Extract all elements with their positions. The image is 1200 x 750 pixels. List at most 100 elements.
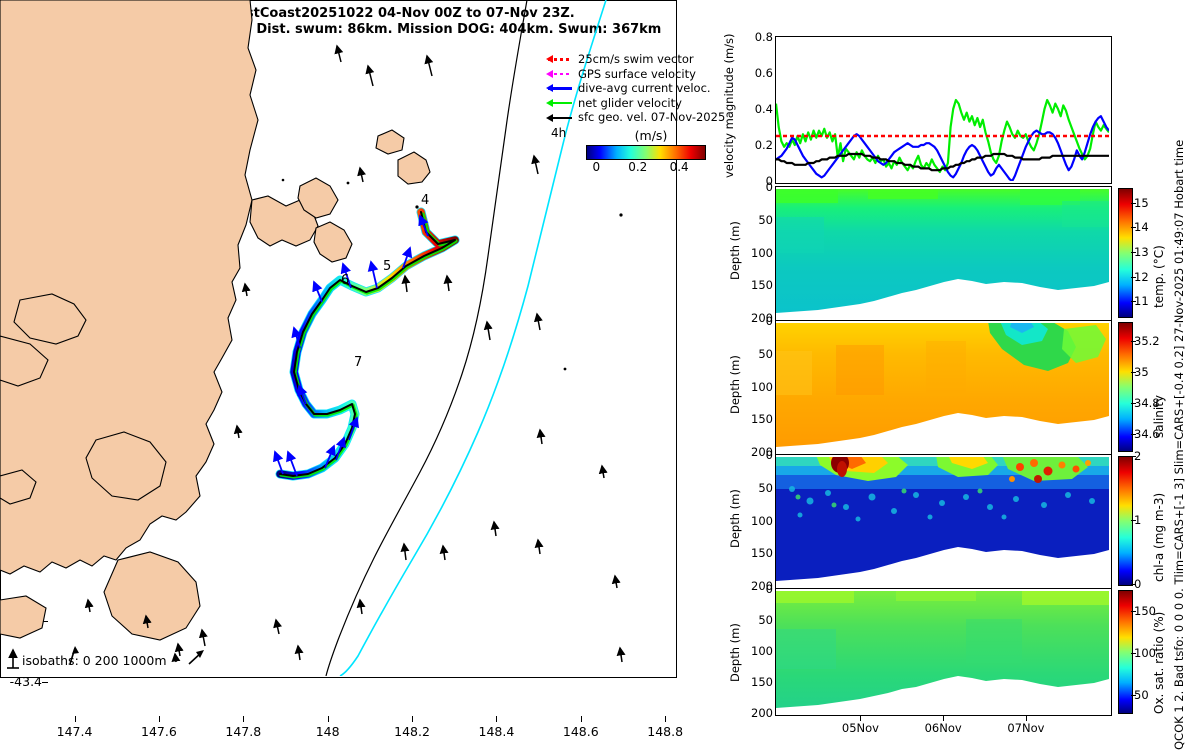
isobath-1000m [339,0,607,676]
salinity-section-panel[interactable] [775,320,1112,455]
map-colorbar-tick: 0.4 [669,160,689,174]
depth-tick-label: 0 [765,448,773,462]
date-tick [1025,716,1027,721]
temperature-section-panel[interactable] [775,186,1112,321]
depth-tick-label: 50 [758,346,773,361]
colorbar-tick-label: 14 [1134,220,1149,235]
map-colorbar-tick: 0.2 [628,160,648,174]
land-polygon [0,0,431,641]
lon-tick [243,716,245,722]
temperature-depth-ticks: 0 50 100 150 200 [735,180,775,325]
velocity-series [776,98,1110,174]
legend-item: 25cm/s swim vector [546,52,721,67]
map-colorbar [586,145,706,160]
legend-label: sfc geo. vel. 07-Nov-2025 [578,110,726,125]
chla-section [776,455,1109,586]
colorbar-tick-label: 1 [1134,513,1142,527]
oxygen-section [776,589,1109,713]
colorbar-tick-label: 13 [1134,245,1149,259]
depth-tick-label: 0 [765,582,773,596]
lon-tick [158,716,160,722]
legend-item: dive-avg current veloc. [546,81,721,96]
colorbar-tick [1131,456,1136,457]
sfc-geo-velocity-arrows [84,44,626,663]
isobath-note: isobaths: 0 200 1000m [22,653,167,668]
glider-track-map[interactable]: 4 5 6 7 isobaths: 0 200 1000m [0,0,677,678]
metadata-footer: QCOK 1 2. Bad tsfo: 0 0 0 0. Tlim=CARS+[… [1172,139,1186,750]
chla-section-panel[interactable] [775,454,1112,589]
velocity-ytick-label: 0.2 [754,138,773,152]
legend-item: GPS surface velocity [546,67,721,82]
oxygen-section-panel[interactable] [775,588,1112,716]
colorbar-tick [1131,403,1136,405]
date-tick-label: 06Nov [924,721,962,735]
legend-swatch-icon [546,112,574,124]
date-tick [860,716,862,721]
date-tick-label: 07Nov [1007,721,1045,735]
depth-tick-label: 100 [751,644,773,658]
waypoint-label: 4 [421,193,429,208]
legend-swatch-icon [546,68,574,80]
temperature-section [776,187,1109,318]
legend-item: net glider velocity [546,96,721,111]
lon-tick-label: 148.2 [394,724,430,739]
colorbar-tick [1131,301,1136,303]
colorbar-tick [1131,227,1136,229]
map-canvas: 4 5 6 7 [0,0,626,676]
isobath-scale-arrow [7,646,204,669]
depth-tick-label: 50 [758,480,773,495]
legend-swatch-icon [546,97,574,109]
depth-tick-label: 0 [765,180,773,194]
isobath-200m [325,0,528,676]
map-colorbar-title: (m/s) [634,128,668,143]
lon-tick-label: 147.6 [141,724,177,739]
velocity-series [776,152,1109,172]
depth-tick-label: 200 [751,311,773,325]
velocity-ytick-label: 0.6 [754,66,773,80]
depth-tick-label: 150 [751,675,773,689]
legend-label: 25cm/s swim vector [578,52,694,66]
oxygen-depth-ticks: 0 50 100 150 200 [735,582,775,720]
glider-track[interactable] [275,207,460,481]
lon-tick-label: 148.6 [562,724,599,739]
islets [281,178,623,371]
waypoint-label: 6 [341,273,349,288]
colorbar-tick [1131,202,1136,204]
velocity-ytick-label: 0 [765,174,773,188]
velocity-magnitude-panel[interactable] [775,36,1112,184]
oxygen-colorbar [1118,590,1133,714]
map-longitude-axis: 147.4 147.6 147.8 148 148.2 148.4 148.6 148.8 [0,716,760,739]
title-line-1: SL248 TasEastCoast20251022 04-Nov 00Z to… [155,6,575,21]
legend-item: sfc geo. vel. 07-Nov-2025 [546,110,725,125]
lat-tick [42,681,48,683]
colorbar-tick [1131,276,1136,278]
velocity-plot [776,98,1110,183]
map-colorbar-tick: 0 [592,160,601,174]
depth-tick-label: 200 [751,579,773,593]
depth-tick-label: 0 [765,314,773,328]
colorbar-tick [1131,520,1136,521]
velocity-ytick-label: 0.8 [754,30,773,44]
colorbar-tick-label: 0 [1134,577,1142,591]
depth-tick-label: 200 [751,706,773,720]
date-tick-label: 05Nov [841,721,879,735]
velocity-ytick-label: 0.4 [754,102,773,116]
colorbar-tick-label: 15 [1134,195,1149,210]
waypoint-label: 7 [354,355,362,370]
salinity-colorbar-label: salinity [1152,394,1166,438]
lon-tick [327,716,329,722]
colorbar-tick [1131,584,1136,585]
colorbar-tick-label: 150 [1134,604,1156,619]
legend-swatch-icon [546,82,574,94]
lon-tick [665,716,667,722]
temperature-colorbar [1118,188,1133,318]
depth-tick-label: 100 [751,245,773,260]
colorbar-tick [1131,611,1136,613]
lat-tick [42,621,48,623]
colorbar-tick [1131,371,1136,373]
colorbar-tick [1131,340,1136,342]
colorbar-tick-label: 2 [1134,449,1142,463]
depth-tick-label: 150 [751,278,773,293]
depth-tick-label: 100 [751,379,773,394]
lon-tick-label: 148.8 [647,724,684,739]
